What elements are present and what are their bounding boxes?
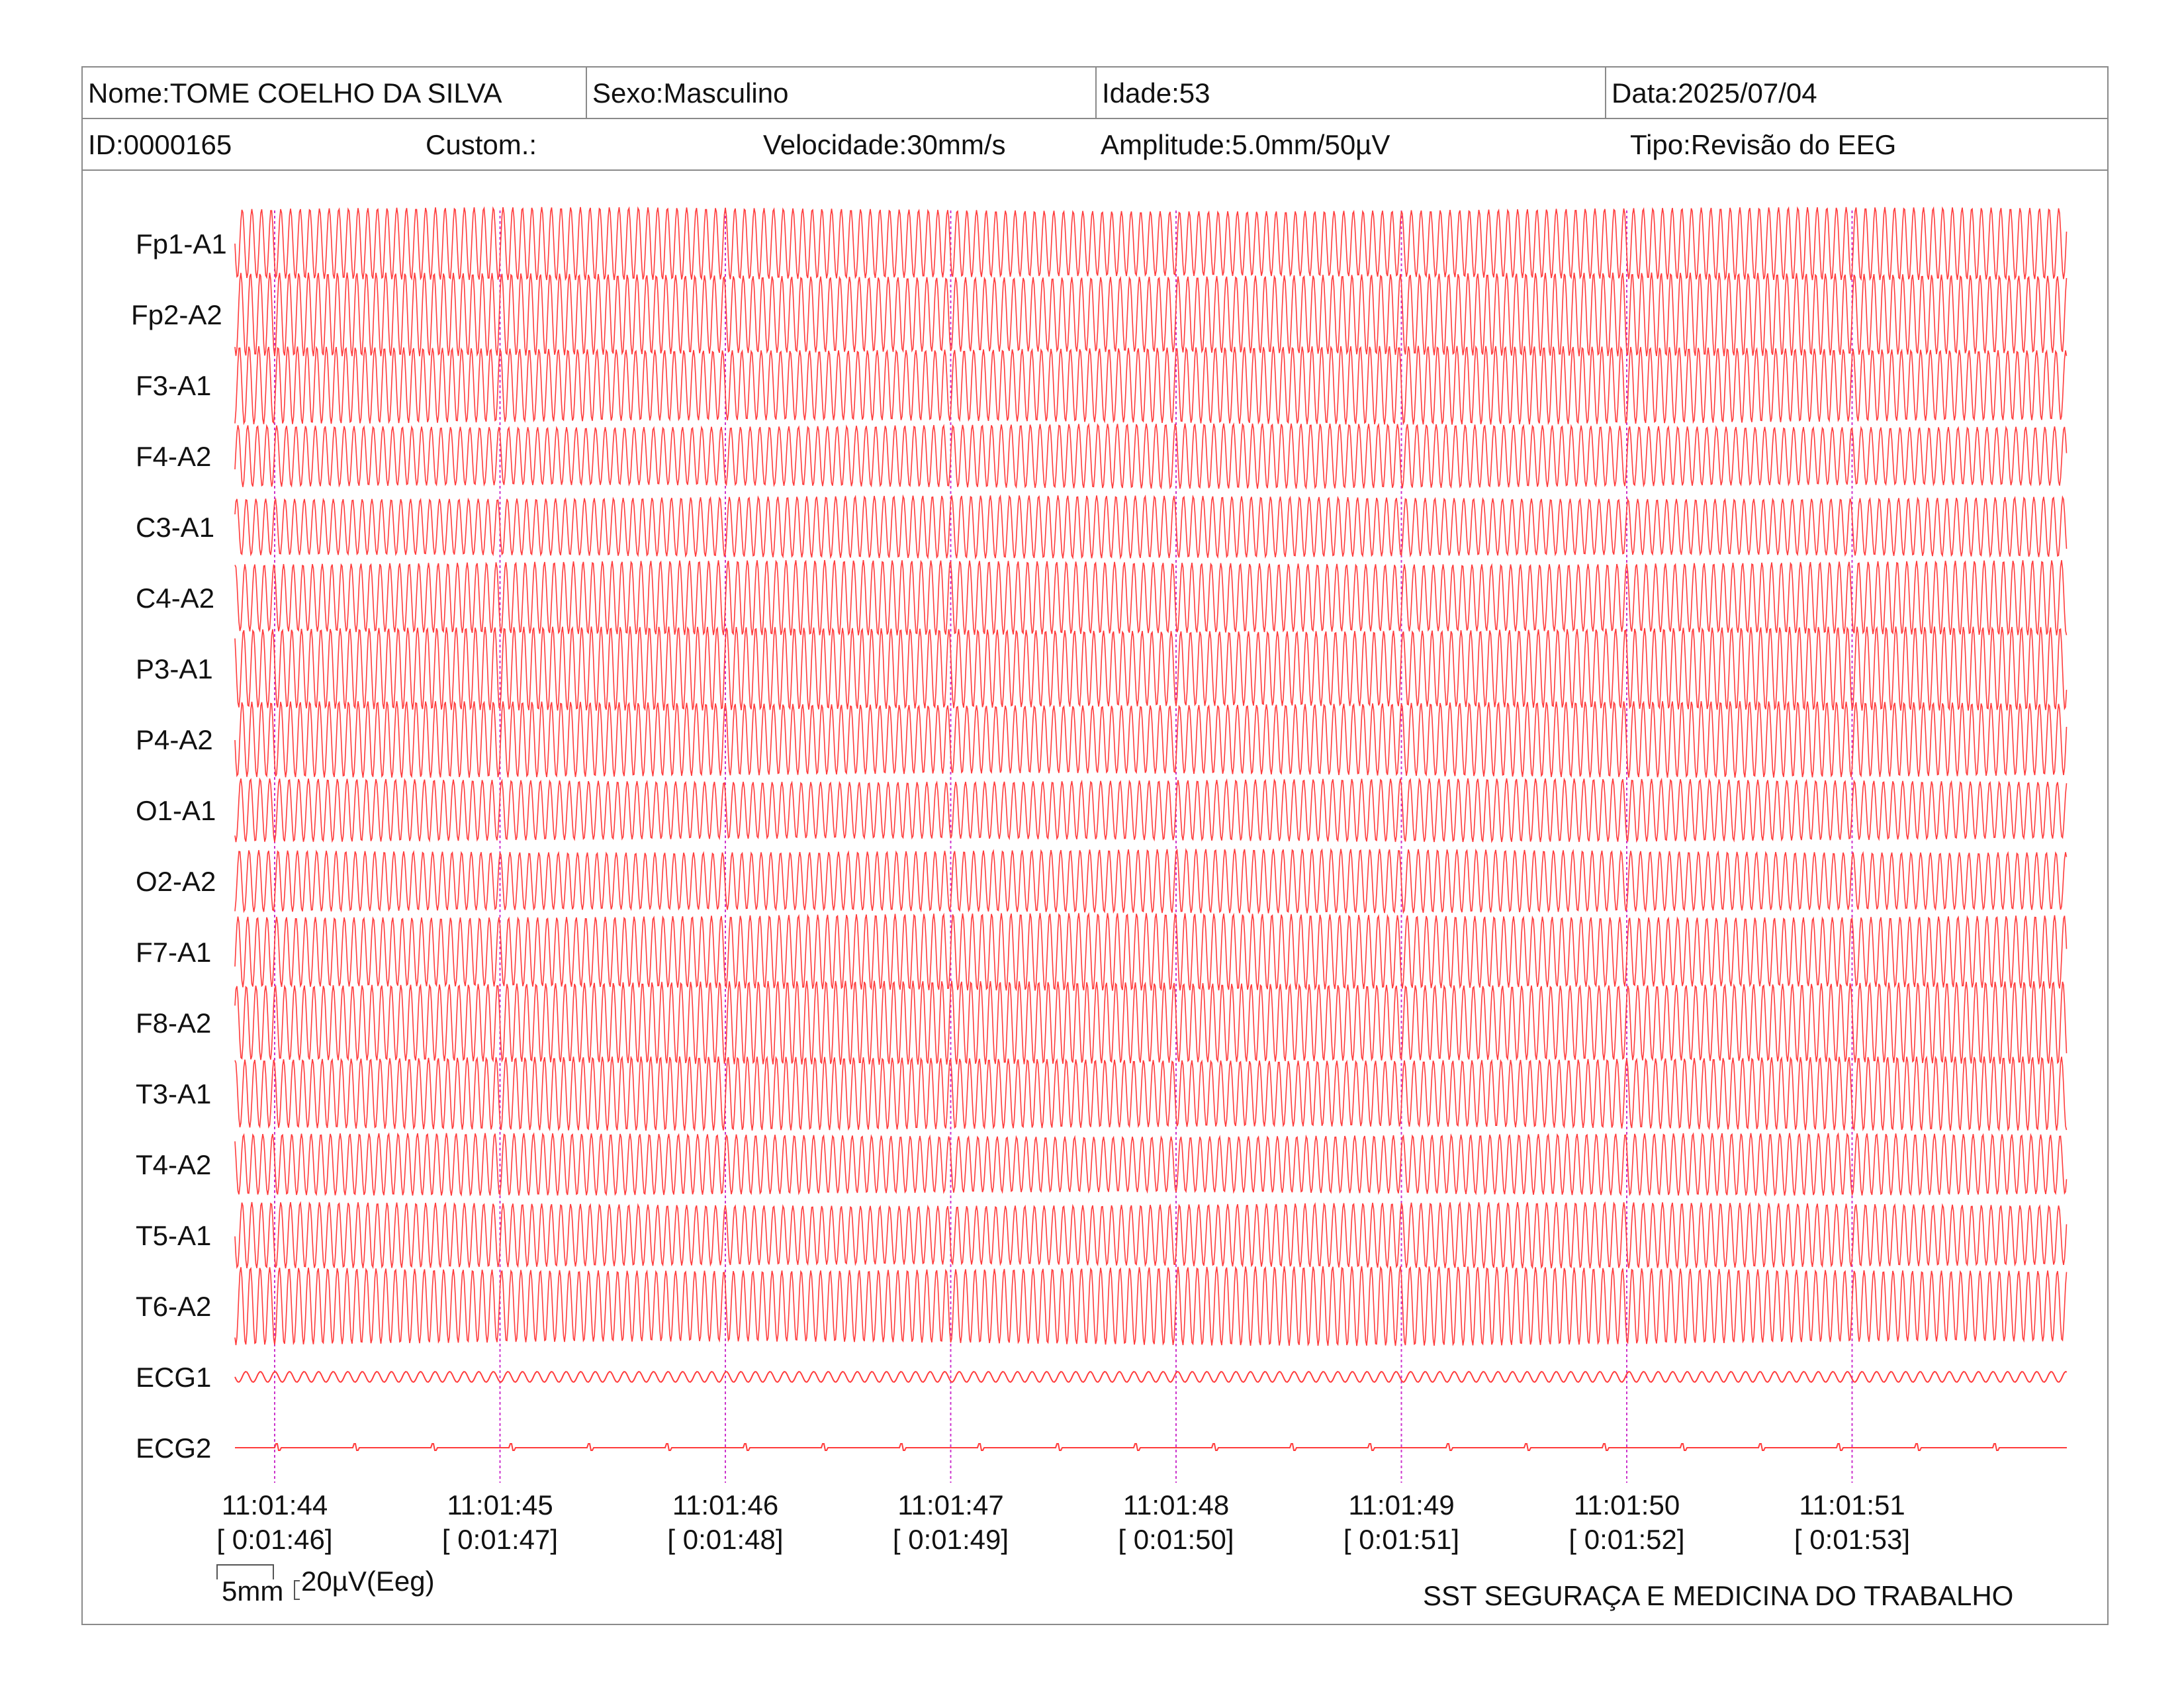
channel-label: P3-A1 <box>136 653 213 684</box>
speed-setting: Velocidade:30mm/s <box>763 129 1006 160</box>
footer-company: SST SEGURAÇA E MEDICINA DO TRABALHO <box>1423 1580 2014 1611</box>
channel-label: O1-A1 <box>136 795 216 826</box>
time-mark-elapsed: [ 0:01:47] <box>441 1524 559 1555</box>
time-mark-elapsed: [ 0:01:50] <box>1118 1524 1234 1555</box>
channel-trace <box>234 494 2068 560</box>
time-mark: 11:01:47[ 0:01:49] <box>852 1488 1050 1557</box>
time-mark: 11:01:44[ 0:01:46] <box>175 1488 374 1557</box>
channel-trace <box>234 777 2068 843</box>
patient-sex: Sexo:Masculino <box>586 68 1095 119</box>
time-mark-elapsed: [ 0:01:53] <box>1794 1524 1911 1555</box>
record-type: Tipo:Revisão do EEG <box>1630 129 1897 160</box>
channel-label: F8-A2 <box>136 1008 212 1039</box>
time-mark-clock: 11:01:49 <box>1348 1489 1455 1521</box>
time-mark: 11:01:45[ 0:01:47] <box>401 1488 600 1557</box>
time-mark-clock: 11:01:45 <box>447 1489 553 1521</box>
channel-label: Fp2-A2 <box>131 299 222 330</box>
channel-label: T3-A1 <box>136 1078 212 1109</box>
channel-trace <box>234 1201 2068 1270</box>
time-mark: 11:01:50[ 0:01:52] <box>1527 1488 1726 1557</box>
channel-trace <box>234 272 2068 357</box>
channel-label: O2-A2 <box>136 866 216 897</box>
channel-label: ECG2 <box>136 1432 212 1464</box>
channel-label: F7-A1 <box>136 937 212 968</box>
time-mark: 11:01:51[ 0:01:53] <box>1753 1488 1952 1557</box>
report-frame: Nome:TOME COELHO DA SILVA Sexo:Masculino… <box>81 66 2109 1625</box>
header-row-2: ID:0000165 Custom.: Velocidade:30mm/s Am… <box>83 119 2107 171</box>
time-mark: 11:01:49[ 0:01:51] <box>1302 1488 1501 1557</box>
time-mark: 11:01:46[ 0:01:48] <box>626 1488 825 1557</box>
channel-trace <box>234 912 2068 992</box>
custom-field: Custom.: <box>426 129 537 160</box>
time-mark-elapsed: [ 0:01:52] <box>1569 1524 1685 1555</box>
channel-trace <box>234 1132 2068 1197</box>
channel-label: F4-A2 <box>136 441 212 472</box>
channel-label: T5-A1 <box>136 1220 212 1251</box>
channel-label: Fp1-A1 <box>136 228 227 259</box>
time-mark: 11:01:48[ 0:01:50] <box>1077 1488 1275 1557</box>
channel-trace <box>234 559 2068 636</box>
channel-trace <box>234 1265 2068 1347</box>
time-mark-clock: 11:01:48 <box>1122 1489 1230 1521</box>
time-mark-elapsed: [ 0:01:51] <box>1343 1524 1460 1555</box>
patient-name: Nome:TOME COELHO DA SILVA <box>88 77 502 109</box>
channel-label: T6-A2 <box>136 1291 212 1322</box>
record-id: ID:0000165 <box>88 129 232 160</box>
channel-trace <box>234 422 2068 490</box>
channel-trace <box>234 626 2068 712</box>
time-mark-clock: 11:01:47 <box>897 1489 1004 1521</box>
channel-label: P4-A2 <box>136 724 213 755</box>
channel-label: ECG1 <box>136 1362 212 1393</box>
time-mark-clock: 11:01:50 <box>1573 1489 1680 1521</box>
time-mark-clock: 11:01:46 <box>672 1489 779 1521</box>
channel-trace <box>234 847 2068 915</box>
record-date: Data:2025/07/04 <box>1605 68 2107 119</box>
channel-trace <box>234 700 2068 778</box>
channel-label: C3-A1 <box>136 512 215 543</box>
channel-trace <box>234 1055 2068 1132</box>
time-mark-clock: 11:01:51 <box>1799 1489 1905 1521</box>
patient-age: Idade:53 <box>1095 68 1605 119</box>
channel-trace <box>234 345 2068 426</box>
channel-trace <box>234 980 2068 1065</box>
channel-trace <box>234 206 2068 281</box>
time-mark-elapsed: [ 0:01:49] <box>892 1524 1009 1555</box>
amplitude-setting: Amplitude:5.0mm/50µV <box>1101 129 1390 160</box>
channel-trace <box>234 1370 2068 1383</box>
channel-trace <box>235 1443 2067 1451</box>
channel-label: T4-A2 <box>136 1149 212 1180</box>
time-mark-elapsed: [ 0:01:46] <box>216 1524 333 1555</box>
channel-label: C4-A2 <box>136 583 215 614</box>
scale-amp-label: 20µV(Eeg) <box>301 1566 435 1597</box>
scale-time-label: 5mm <box>222 1575 284 1607</box>
time-mark-clock: 11:01:44 <box>221 1489 328 1521</box>
scale-bar-icon <box>216 1564 300 1600</box>
time-mark-elapsed: [ 0:01:48] <box>667 1524 784 1555</box>
header-row-1: Nome:TOME COELHO DA SILVA Sexo:Masculino… <box>83 68 2107 119</box>
channel-label: F3-A1 <box>136 370 212 401</box>
